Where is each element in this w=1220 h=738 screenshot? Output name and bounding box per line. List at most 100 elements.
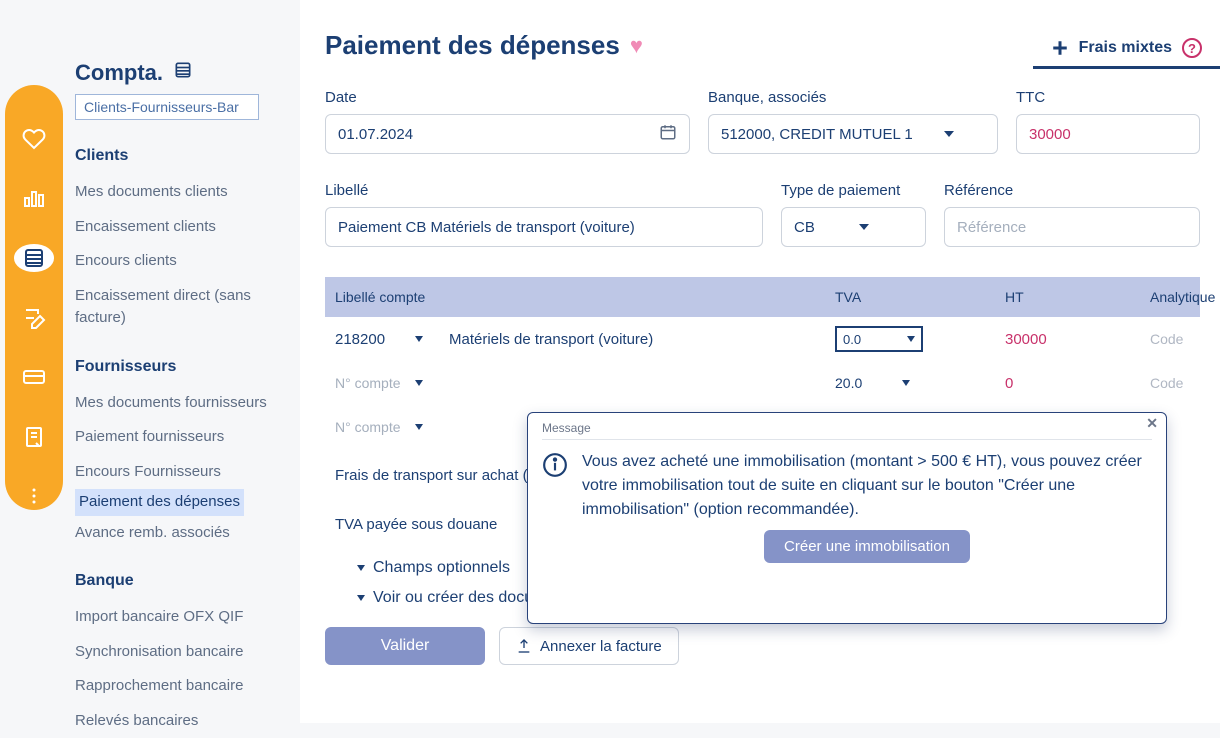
field-date: Date 01.07.2024: [325, 89, 690, 154]
nav-item-releves-bancaires[interactable]: Relevés bancaires: [75, 704, 300, 738]
tva-douane-link[interactable]: TVA payée sous douane: [335, 506, 497, 539]
rail-item-edit[interactable]: [14, 304, 54, 332]
label-ttc: TTC: [1016, 89, 1200, 106]
input-ttc-value: 30000: [1029, 126, 1071, 143]
th-ht: HT: [1005, 289, 1150, 305]
upload-icon: [516, 638, 532, 654]
account-select[interactable]: N° compte: [335, 419, 427, 435]
account-select[interactable]: N° compte: [335, 375, 427, 391]
select-bank[interactable]: 512000, CREDIT MUTUEL 1: [708, 114, 998, 154]
side-rail: [5, 85, 63, 510]
plus-icon: [1051, 39, 1069, 57]
nav-item-avance-remb[interactable]: Avance remb. associés: [75, 516, 300, 551]
sidebar-title: Compta.: [75, 60, 300, 86]
collapse-label: Champs optionnels: [373, 559, 510, 577]
nav-item-rappro-bancaire[interactable]: Rapprochement bancaire: [75, 669, 300, 704]
help-icon[interactable]: ?: [1182, 38, 1202, 58]
th-analytique: Analytique: [1150, 289, 1215, 305]
table-row: N° compte 20.0 0 Code: [325, 361, 1200, 405]
tva-select[interactable]: 20.0: [835, 375, 910, 391]
analytique-placeholder[interactable]: Code: [1150, 375, 1190, 391]
caret-down-icon: [415, 380, 423, 386]
rail-item-more[interactable]: [14, 482, 54, 510]
nav-item-encaissement-direct[interactable]: Encaissement direct (sans facture): [75, 279, 300, 336]
modal-close-button[interactable]: ✕: [1146, 415, 1158, 432]
page-title-text: Paiement des dépenses: [325, 30, 620, 61]
rail-item-ledger[interactable]: [14, 244, 54, 272]
input-reference-placeholder: Référence: [957, 219, 1026, 236]
sidebar-title-text: Compta.: [75, 60, 163, 86]
th-tva: TVA: [835, 289, 1005, 305]
field-ttc: TTC 30000: [1016, 89, 1200, 154]
select-pay-type[interactable]: CB: [781, 207, 926, 247]
caret-down-icon: [902, 380, 910, 386]
input-reference[interactable]: Référence: [944, 207, 1200, 247]
input-libelle-value: Paiement CB Matériels de transport (voit…: [338, 219, 635, 236]
table-row: 218200 Matériels de transport (voiture) …: [325, 317, 1200, 361]
attach-invoice-button[interactable]: Annexer la facture: [499, 627, 679, 665]
input-libelle[interactable]: Paiement CB Matériels de transport (voit…: [325, 207, 763, 247]
account-value: 218200: [335, 331, 385, 348]
input-ttc[interactable]: 30000: [1016, 114, 1200, 154]
nav-item-encours-clients[interactable]: Encours clients: [75, 244, 300, 279]
account-placeholder: N° compte: [335, 375, 401, 391]
nav-item-import-bancaire[interactable]: Import bancaire OFX QIF: [75, 600, 300, 635]
heart-icon[interactable]: ♥: [630, 33, 643, 59]
modal-title: Message: [542, 421, 1152, 440]
rail-item-heart[interactable]: [14, 125, 54, 153]
label-bank: Banque, associés: [708, 89, 998, 106]
ht-value: 0: [1005, 375, 1013, 392]
caret-down-icon: [357, 595, 365, 601]
frais-mixtes-button[interactable]: Frais mixtes ?: [1033, 30, 1220, 69]
caret-down-icon: [415, 424, 423, 430]
input-date[interactable]: 01.07.2024: [325, 114, 690, 154]
tva-select[interactable]: 0.0: [835, 326, 923, 352]
info-icon: [542, 452, 568, 478]
calendar-icon: [659, 123, 677, 145]
field-reference: Référence Référence: [944, 182, 1200, 247]
nav-item-paiement-fournisseurs[interactable]: Paiement fournisseurs: [75, 420, 300, 455]
label-date: Date: [325, 89, 690, 106]
message-modal: Message ✕ Vous avez acheté une immobilis…: [527, 412, 1167, 624]
frais-transport-link[interactable]: Frais de transport sur achat (6: [335, 457, 536, 490]
nav-item-docs-fournisseurs[interactable]: Mes documents fournisseurs: [75, 386, 300, 421]
nav-item-paiement-depenses[interactable]: Paiement des dépenses: [75, 489, 244, 516]
modal-text: Vous avez acheté une immobilisation (mon…: [582, 450, 1152, 522]
nav-item-encaissement-clients[interactable]: Encaissement clients: [75, 210, 300, 245]
caret-down-icon: [415, 336, 423, 342]
section-heading-fournisseurs: Fournisseurs: [75, 358, 300, 376]
field-bank: Banque, associés 512000, CREDIT MUTUEL 1: [708, 89, 998, 154]
create-immobilisation-button[interactable]: Créer une immobilisation: [764, 530, 970, 563]
select-bank-value: 512000, CREDIT MUTUEL 1: [721, 126, 913, 143]
validate-button[interactable]: Valider: [325, 627, 485, 665]
collapse-label: Voir ou créer des docu: [373, 589, 533, 607]
breadcrumb[interactable]: Clients-Fournisseurs-Bar: [75, 94, 259, 120]
label-reference: Référence: [944, 182, 1200, 199]
account-placeholder: N° compte: [335, 419, 401, 435]
table-header: Libellé compte TVA HT Analytique: [325, 277, 1200, 317]
rail-item-card[interactable]: [14, 363, 54, 391]
select-pay-type-value: CB: [794, 219, 815, 236]
tva-value: 0.0: [843, 332, 861, 347]
caret-down-icon: [859, 224, 869, 230]
rail-item-chart[interactable]: [14, 185, 54, 213]
caret-down-icon: [944, 131, 954, 137]
caret-down-icon: [907, 336, 915, 342]
line-libelle: Matériels de transport (voiture): [449, 331, 653, 348]
nav-item-encours-fournisseurs[interactable]: Encours Fournisseurs: [75, 455, 300, 490]
input-date-value: 01.07.2024: [338, 126, 413, 143]
th-libelle: Libellé compte: [335, 289, 835, 305]
nav-item-docs-clients[interactable]: Mes documents clients: [75, 175, 300, 210]
account-select[interactable]: 218200: [335, 331, 427, 348]
section-heading-banque: Banque: [75, 572, 300, 590]
section-heading-clients: Clients: [75, 147, 300, 165]
rail-item-report[interactable]: [14, 423, 54, 451]
field-libelle: Libellé Paiement CB Matériels de transpo…: [325, 182, 763, 247]
ht-value: 30000: [1005, 331, 1047, 348]
label-libelle: Libellé: [325, 182, 763, 199]
analytique-placeholder[interactable]: Code: [1150, 331, 1190, 347]
caret-down-icon: [357, 565, 365, 571]
frais-mixtes-label: Frais mixtes: [1079, 39, 1172, 57]
attach-invoice-label: Annexer la facture: [540, 638, 662, 655]
nav-item-sync-bancaire[interactable]: Synchronisation bancaire: [75, 635, 300, 670]
